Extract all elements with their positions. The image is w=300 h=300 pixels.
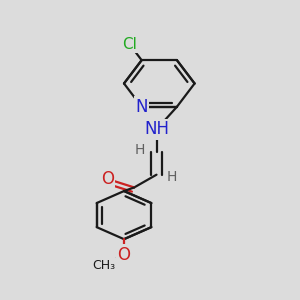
Text: O: O bbox=[118, 246, 130, 264]
Text: CH₃: CH₃ bbox=[92, 259, 115, 272]
Text: Cl: Cl bbox=[122, 37, 137, 52]
Text: H: H bbox=[167, 170, 177, 184]
Text: H: H bbox=[135, 143, 145, 157]
Text: N: N bbox=[135, 98, 148, 116]
Text: O: O bbox=[101, 170, 114, 188]
Text: NH: NH bbox=[144, 120, 169, 138]
